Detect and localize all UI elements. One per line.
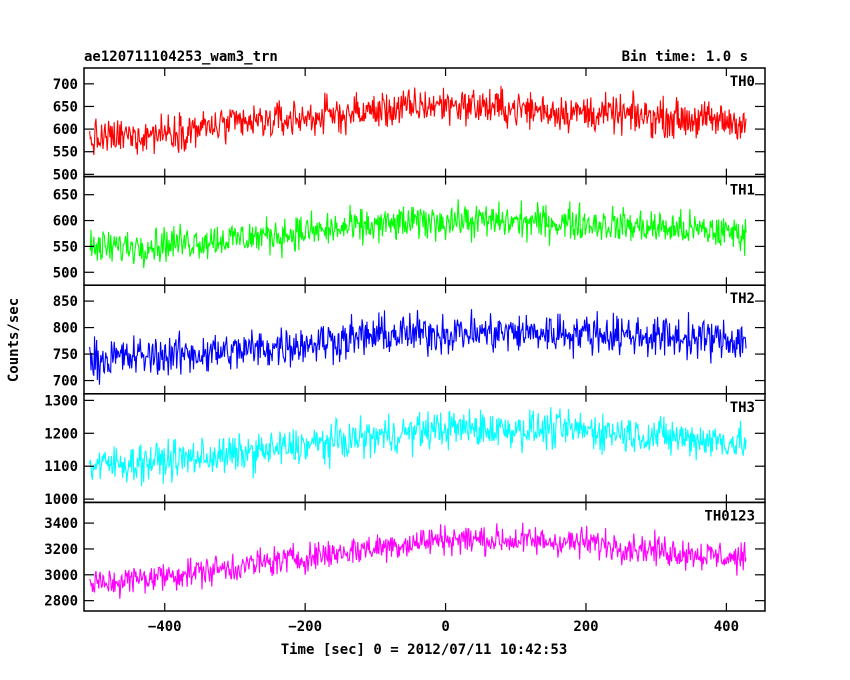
series-line-th3 [89, 407, 747, 487]
y-tick-label: 750 [53, 347, 78, 363]
x-tick-label: −400 [148, 619, 182, 635]
y-tick-label: 3400 [44, 516, 78, 532]
bin-time-label: Bin time: 1.0 s [622, 49, 748, 65]
y-tick-label: 1100 [44, 459, 78, 475]
y-tick-label: 1200 [44, 426, 78, 442]
x-tick-label: 400 [714, 619, 739, 635]
x-axis-label: Time [sec] 0 = 2012/07/11 10:42:53 [281, 642, 568, 658]
x-tick-label: 0 [441, 619, 449, 635]
panel-label-th2: TH2 [730, 291, 755, 307]
series-line-th2 [89, 309, 747, 385]
y-tick-label: 550 [53, 145, 78, 161]
series-line-th0 [89, 85, 747, 156]
series-line-th1 [89, 199, 747, 269]
y-tick-label: 1000 [44, 492, 78, 508]
y-tick-label: 1300 [44, 393, 78, 409]
y-tick-label: 650 [53, 99, 78, 115]
y-tick-label: 2800 [44, 594, 78, 610]
y-tick-label: 600 [53, 214, 78, 230]
y-tick-label: 700 [53, 374, 78, 390]
y-tick-label: 800 [53, 321, 78, 337]
series-line-th0123 [89, 522, 747, 599]
y-tick-label: 700 [53, 77, 78, 93]
panels-group: 500 550 600 650 700 TH0 500 550 600 650 TH1 700 750 8… [44, 67, 766, 635]
panel-label-th1: TH1 [730, 183, 755, 199]
panel-frame-th0123 [83, 501, 766, 612]
y-tick-label: 3200 [44, 542, 78, 558]
x-tick-label: 200 [573, 619, 598, 635]
x-tick-label: −200 [288, 619, 322, 635]
y-tick-label: 650 [53, 188, 78, 204]
y-axis-label: Counts/sec [6, 298, 22, 382]
chart-title: ae120711104253_wam3_trn [84, 49, 278, 65]
y-tick-label: 600 [53, 122, 78, 138]
y-tick-label: 3000 [44, 568, 78, 584]
y-tick-label: 500 [53, 265, 78, 281]
y-tick-label: 550 [53, 239, 78, 255]
y-tick-label: 500 [53, 167, 78, 183]
y-tick-label: 850 [53, 294, 78, 310]
panel-label-th3: TH3 [730, 400, 755, 416]
panel-label-th0123: TH0123 [704, 508, 755, 524]
panel-label-th0: TH0 [730, 74, 755, 90]
panel-frame-th3 [83, 393, 766, 504]
